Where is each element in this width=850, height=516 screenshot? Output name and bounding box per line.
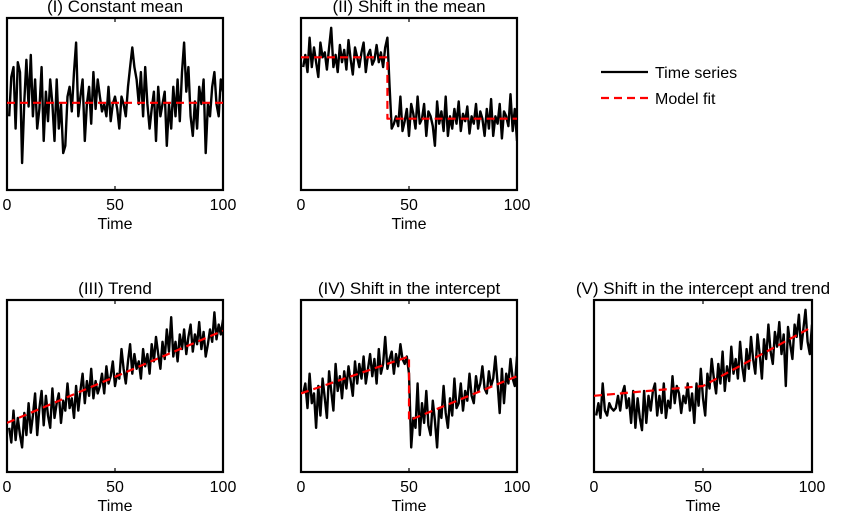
- x-tick-label: 100: [210, 197, 237, 214]
- panel-title: (III) Trend: [78, 279, 152, 298]
- model-fit-line: [7, 329, 223, 424]
- x-tick-label: 0: [3, 479, 12, 496]
- x-axis-label: Time: [98, 498, 133, 515]
- x-tick-label: 50: [106, 197, 124, 214]
- panel-title: (II) Shift in the mean: [332, 0, 485, 16]
- panel-title: (V) Shift in the intercept and trend: [576, 279, 830, 298]
- time-series-line: [595, 308, 812, 432]
- panel-trend: 0 50 100 (III) Trend Time: [3, 279, 237, 515]
- x-axis-label: Time: [98, 216, 133, 233]
- legend: Time series Model fit: [601, 65, 737, 108]
- panel-shift-mean: 0 50 100 (II) Shift in the mean Time: [297, 0, 531, 233]
- x-axis-label: Time: [392, 498, 427, 515]
- x-tick-label: 50: [106, 479, 124, 496]
- x-tick-label: 0: [297, 197, 306, 214]
- panel-constant-mean: 0 50 100 (I) Constant mean Time: [3, 0, 237, 233]
- x-tick-label: 100: [504, 479, 531, 496]
- panel-shift-intercept: 0 50 100 (IV) Shift in the intercept Time: [297, 279, 531, 515]
- x-axis-label: Time: [392, 216, 427, 233]
- panel-title: (I) Constant mean: [47, 0, 183, 16]
- model-fit-line: [301, 355, 517, 422]
- time-series-line: [302, 26, 517, 148]
- panel-title: (IV) Shift in the intercept: [318, 279, 501, 298]
- x-tick-label: 100: [799, 479, 826, 496]
- x-tick-label: 0: [3, 197, 12, 214]
- x-tick-label: 100: [504, 197, 531, 214]
- x-tick-label: 50: [400, 197, 418, 214]
- x-tick-label: 50: [694, 479, 712, 496]
- x-axis-label: Time: [686, 498, 721, 515]
- x-tick-label: 0: [297, 479, 306, 496]
- panel-shift-intercept-trend: 0 50 100 (V) Shift in the intercept and tre…: [576, 279, 830, 515]
- model-fit-line: [594, 326, 812, 397]
- axes-frame: [299, 16, 519, 192]
- x-tick-label: 0: [590, 479, 599, 496]
- legend-series-label: Time series: [655, 65, 737, 82]
- legend-fit-label: Model fit: [655, 91, 716, 108]
- time-series-line: [302, 335, 517, 449]
- model-fit-line: [301, 56, 517, 120]
- x-tick-label: 100: [210, 479, 237, 496]
- x-tick-label: 50: [400, 479, 418, 496]
